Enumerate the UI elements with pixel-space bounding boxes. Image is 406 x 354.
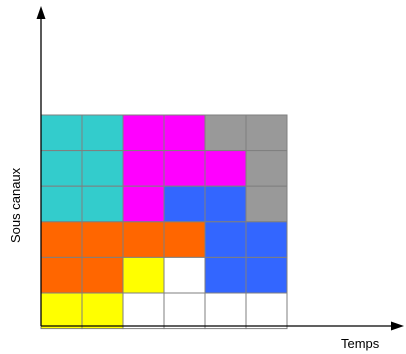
grid-cell-r2-c3-magenta xyxy=(122,150,165,187)
grid-cell-r2-c2-cyan xyxy=(81,150,124,187)
grid-cell-r1-c5-gray xyxy=(204,114,247,152)
grid-cell-r5-c3-yellow xyxy=(122,256,165,294)
grid-cell-r1-c3-magenta xyxy=(122,114,165,152)
grid-cell-r6-c3-white xyxy=(122,292,165,330)
grid-cell-r3-c5-blue xyxy=(204,185,247,223)
grid-cell-r5-c1-orange xyxy=(40,256,83,294)
grid-cell-r4-c3-orange xyxy=(122,221,165,258)
grid-cell-r4-c1-orange xyxy=(40,221,83,258)
grid-cell-r4-c6-blue xyxy=(245,221,288,258)
y-axis-label: Sous canaux xyxy=(8,167,23,243)
grid-cell-r5-c4-white xyxy=(163,256,206,294)
grid-cell-r4-c2-orange xyxy=(81,221,124,258)
grid-cell-r6-c1-yellow xyxy=(40,292,83,330)
grid-cell-r4-c5-blue xyxy=(204,221,247,258)
grid-cell-r5-c2-orange xyxy=(81,256,124,294)
grid-cell-r1-c4-magenta xyxy=(163,114,206,152)
grid-cell-r6-c2-yellow xyxy=(81,292,124,330)
grid-cell-r1-c6-gray xyxy=(245,114,288,152)
grid-cell-r3-c2-cyan xyxy=(81,185,124,223)
grid-cell-r5-c6-blue xyxy=(245,256,288,294)
grid-cell-r2-c1-cyan xyxy=(40,150,83,187)
grid-cell-r3-c6-gray xyxy=(245,185,288,223)
grid-cell-r1-c2-cyan xyxy=(81,114,124,152)
grid-cell-r1-c1-cyan xyxy=(40,114,83,152)
grid-cell-r3-c4-blue xyxy=(163,185,206,223)
grid-cell-r2-c4-magenta xyxy=(163,150,206,187)
x-axis-arrowhead xyxy=(391,321,404,331)
grid-cell-r3-c1-cyan xyxy=(40,185,83,223)
grid-cell-r3-c3-magenta xyxy=(122,185,165,223)
allocation-grid xyxy=(40,114,288,330)
grid-cell-r6-c5-white xyxy=(204,292,247,330)
x-axis-label: Temps xyxy=(341,336,380,351)
grid-cell-r2-c5-magenta xyxy=(204,150,247,187)
grid-cell-r6-c4-white xyxy=(163,292,206,330)
grid-cell-r4-c4-orange xyxy=(163,221,206,258)
grid-cell-r6-c6-white xyxy=(245,292,288,330)
grid-cell-r5-c5-blue xyxy=(204,256,247,294)
grid-cell-r2-c6-gray xyxy=(245,150,288,187)
y-axis-arrowhead xyxy=(36,6,46,19)
